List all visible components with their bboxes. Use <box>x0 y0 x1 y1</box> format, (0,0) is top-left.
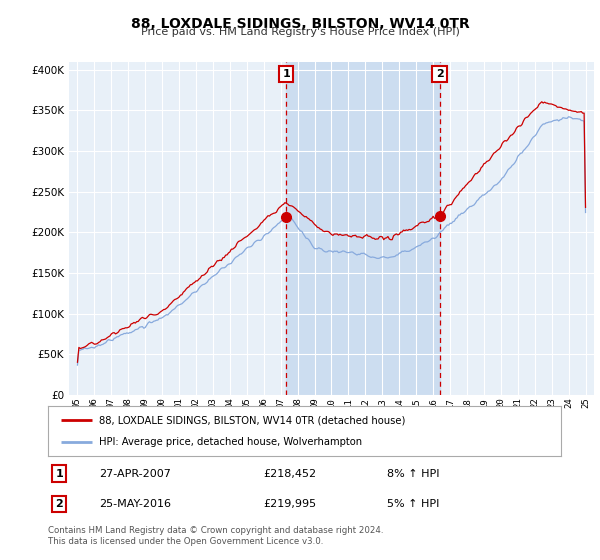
Text: 8% ↑ HPI: 8% ↑ HPI <box>386 469 439 479</box>
Text: £218,452: £218,452 <box>263 469 317 479</box>
Text: Price paid vs. HM Land Registry's House Price Index (HPI): Price paid vs. HM Land Registry's House … <box>140 27 460 37</box>
Text: 2: 2 <box>436 69 443 79</box>
Text: Contains HM Land Registry data © Crown copyright and database right 2024.
This d: Contains HM Land Registry data © Crown c… <box>48 526 383 546</box>
Text: 1: 1 <box>282 69 290 79</box>
Text: 1: 1 <box>55 469 63 479</box>
Text: 25-MAY-2016: 25-MAY-2016 <box>100 499 172 509</box>
Text: 5% ↑ HPI: 5% ↑ HPI <box>386 499 439 509</box>
Bar <box>286 62 440 395</box>
Text: HPI: Average price, detached house, Wolverhampton: HPI: Average price, detached house, Wolv… <box>100 437 362 447</box>
Text: 88, LOXDALE SIDINGS, BILSTON, WV14 0TR (detached house): 88, LOXDALE SIDINGS, BILSTON, WV14 0TR (… <box>100 415 406 425</box>
Text: £219,995: £219,995 <box>263 499 317 509</box>
Text: 88, LOXDALE SIDINGS, BILSTON, WV14 0TR: 88, LOXDALE SIDINGS, BILSTON, WV14 0TR <box>131 17 469 31</box>
Text: 2: 2 <box>55 499 63 509</box>
Text: 27-APR-2007: 27-APR-2007 <box>100 469 171 479</box>
